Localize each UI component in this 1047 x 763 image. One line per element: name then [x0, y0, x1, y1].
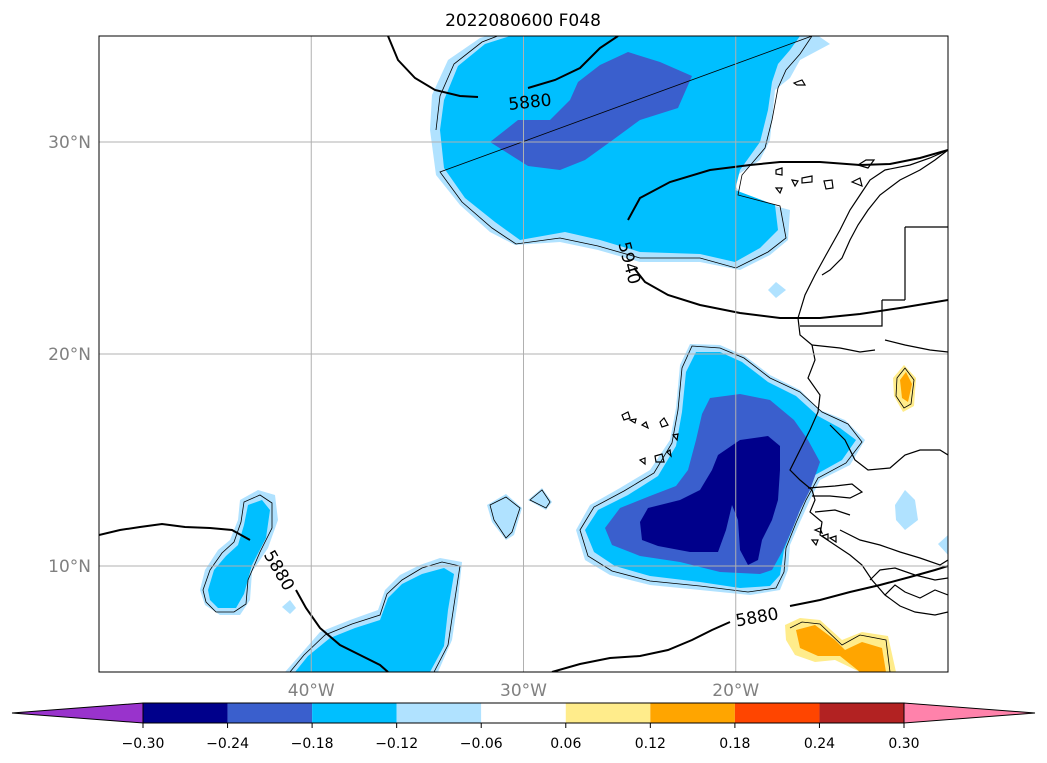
gridlines [99, 36, 948, 672]
country-borders [800, 226, 948, 599]
lon-tick-label: 40°W [288, 681, 335, 701]
shade-pos-mid-1 [796, 625, 886, 672]
colorbar-tick-label: 0.12 [635, 736, 666, 752]
colorbar-tick-label: 0.06 [550, 736, 581, 752]
shaded-field [200, 36, 948, 672]
shade-small-cell-2 [528, 488, 552, 510]
contour-5880-north-b [527, 36, 619, 89]
colorbar-tick-label: −0.24 [206, 736, 249, 752]
colorbar-segment [481, 703, 566, 723]
colorbar-segment [565, 703, 651, 723]
colorbar-frame [142, 702, 905, 724]
colorbar-segment [396, 703, 482, 723]
colorbar-segment [312, 703, 397, 723]
colorbar-tick-label: 0.24 [804, 736, 835, 752]
colorbar-segment [650, 703, 735, 723]
coastlines [621, 79, 948, 616]
map-title: 2022080600 F048 [445, 11, 601, 31]
shade-small-cell-6 [938, 535, 948, 555]
contour-5880-south [551, 621, 731, 672]
colorbar-segment [819, 703, 904, 723]
colorbar-segment [227, 703, 313, 723]
lat-tick-label: 10°N [48, 557, 91, 577]
colorbar-extend-low [11, 702, 144, 724]
shade-pos-mid-2 [900, 372, 912, 402]
lon-tick-label: 20°W [712, 681, 759, 701]
madeira [792, 79, 807, 86]
map-frame [98, 35, 949, 673]
contour-label: 5880 [507, 91, 552, 115]
shade-small-cell-4 [768, 282, 786, 298]
shade-west-mid [208, 500, 270, 608]
shade-north-mid [440, 36, 800, 262]
contour-5880-north [387, 36, 479, 98]
colorbar-tick-label: −0.12 [375, 736, 418, 752]
africa-coastline [789, 149, 948, 616]
shade-east-darkest [640, 436, 780, 565]
axis-labels: 40°W 30°W 20°W 10°N 20°N 30°N [48, 133, 759, 701]
shade-north-dark [490, 52, 692, 170]
cape-verde-islands [621, 411, 679, 466]
contour-5880-west [99, 522, 251, 541]
colorbar-tick-label: 0.18 [719, 736, 750, 752]
morocco-coast [821, 149, 948, 276]
guinea-bissau-islands [810, 527, 837, 547]
colorbar-tick-label: 0.30 [888, 736, 919, 752]
lat-tick-label: 30°N [48, 133, 91, 153]
lat-tick-label: 20°N [48, 345, 91, 365]
shade-small-cell-5 [282, 600, 296, 614]
canary-islands [774, 159, 876, 195]
height-contours [99, 36, 948, 672]
shade-small-cell-3 [895, 490, 918, 530]
colorbar-segment [143, 703, 228, 723]
colorbar-extend-high [903, 702, 1036, 724]
contour-label-text: 5880 [507, 91, 552, 115]
map-panel [99, 36, 948, 672]
zero-contours [202, 36, 915, 672]
contour-5940-b [633, 267, 948, 319]
lon-tick-label: 30°W [500, 681, 547, 701]
colorbar-tick-label: −0.06 [460, 736, 503, 752]
shade-sw-mid [295, 568, 454, 672]
colorbar-tick-label: −0.30 [122, 736, 165, 752]
contour-5880-south-b [789, 565, 948, 607]
colorbar-segment [734, 703, 820, 723]
colorbar: −0.30 −0.24 −0.18 −0.12 −0.06 0.06 0.12 0.18 0.2… [11, 702, 1036, 752]
contour-5880-west-b [295, 589, 389, 672]
contour-5940 [627, 149, 948, 221]
colorbar-tick-label: −0.18 [291, 736, 334, 752]
